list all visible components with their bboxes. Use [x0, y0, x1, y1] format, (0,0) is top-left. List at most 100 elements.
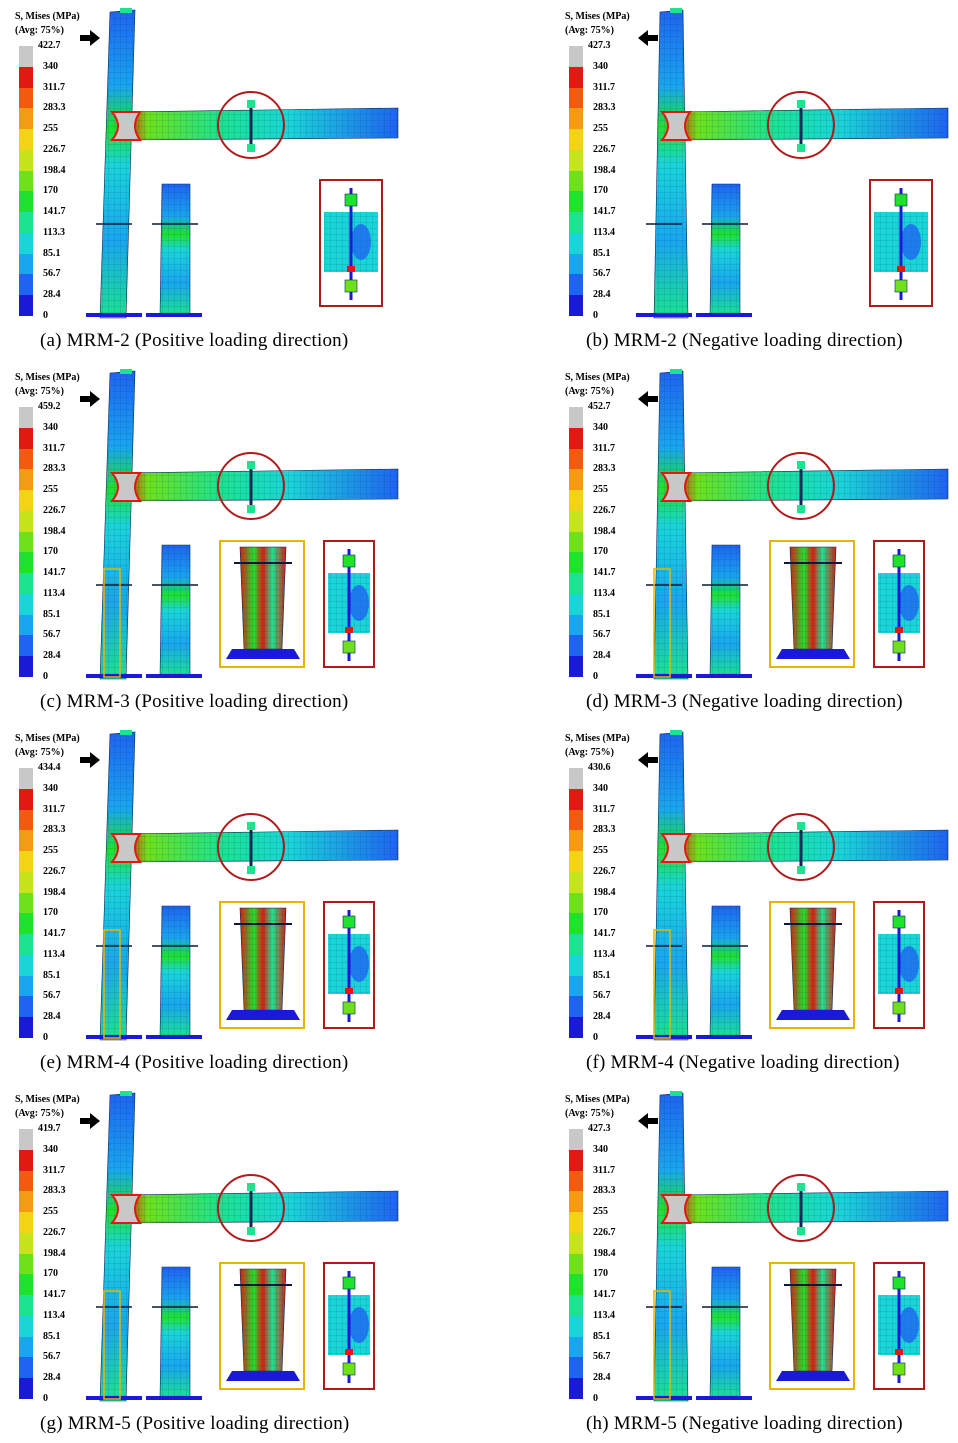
legend-tick-label: 226.7 — [43, 504, 66, 516]
legend-tick-label: 28.4 — [43, 1372, 61, 1384]
legend-tick-label: 170 — [593, 907, 608, 919]
base-plate — [636, 1396, 692, 1400]
legend-color-swatch — [19, 66, 33, 89]
legend-tick-label: 283.3 — [43, 1185, 66, 1197]
legend-tick-label: 0 — [43, 671, 48, 682]
legend-color-swatch — [19, 1129, 33, 1151]
legend-color-swatch — [19, 149, 33, 172]
legend-title: S, Mises (MPa) (Avg: 75%) — [15, 732, 80, 760]
legend-tick-label: 226.7 — [593, 865, 616, 877]
legend-tick-label: 226.7 — [43, 865, 66, 877]
panel-zone-hotspot — [109, 111, 142, 141]
legend-color-swatch — [569, 788, 583, 811]
legend-tick-label: 28.4 — [43, 1011, 61, 1023]
legend-color-swatch — [19, 490, 33, 512]
panel-caption: (c) MRM-3 (Positive loading direction) — [40, 691, 349, 712]
legend-title-line1: S, Mises (MPa) — [565, 372, 630, 383]
legend-tick-label: 226.7 — [593, 143, 616, 155]
legend-color-swatch — [19, 1378, 33, 1400]
legend-tick-label: 340 — [593, 1143, 608, 1155]
fe-model-contour — [636, 1091, 949, 1402]
base-plate — [86, 1035, 142, 1039]
legend-tick-label: 340 — [43, 421, 58, 433]
legend-tick-label: 170 — [593, 546, 608, 558]
legend-color-swatch — [19, 1017, 33, 1039]
legend-color-swatch — [569, 1129, 583, 1151]
legend-color-swatch — [19, 1315, 33, 1338]
panel-3: S, Mises (MPa) (Avg: 75%) 459.2 340 311.7 283… — [0, 361, 479, 721]
base-plate — [636, 313, 692, 317]
connection-highlight-circle — [767, 1174, 835, 1242]
legend-tick-label: 0 — [593, 1393, 598, 1404]
legend-color-swatch — [19, 295, 33, 317]
legend-tick-label: 0 — [43, 1032, 48, 1043]
legend-tick-label: 141.7 — [593, 1289, 616, 1301]
legend-color-bar — [569, 407, 583, 678]
legend-tick-label: 56.7 — [593, 990, 611, 1002]
legend-color-swatch — [19, 975, 33, 997]
legend-title-line1: S, Mises (MPa) — [565, 11, 630, 22]
legend-color-swatch — [569, 191, 583, 213]
arrow-right-icon — [80, 1113, 100, 1129]
legend-color-swatch — [19, 232, 33, 255]
legend-color-swatch — [19, 129, 33, 151]
legend-color-swatch — [569, 614, 583, 636]
legend-tick-label: 113.4 — [43, 1309, 65, 1321]
legend-max-value: 430.6 — [588, 762, 611, 773]
legend-max-value: 452.7 — [588, 401, 611, 412]
legend-tick-label: 283.3 — [593, 463, 616, 475]
legend-tick-label: 85.1 — [593, 1330, 611, 1342]
panel-1: S, Mises (MPa) (Avg: 75%) 422.7 340 311.7 283… — [0, 0, 479, 360]
legend-color-swatch — [19, 768, 33, 790]
legend-tick-label: 283.3 — [593, 102, 616, 114]
legend-color-swatch — [19, 593, 33, 616]
legend-color-swatch — [569, 510, 583, 533]
legend-color-swatch — [569, 954, 583, 977]
legend-tick-label: 311.7 — [593, 803, 615, 815]
fe-model-contour — [80, 1091, 399, 1402]
legend-tick-label: 198.4 — [593, 1247, 616, 1259]
legend-color-swatch — [569, 934, 583, 956]
legend-color-swatch — [569, 1274, 583, 1296]
legend-color-swatch — [569, 1017, 583, 1039]
panel-zone-hotspot — [109, 833, 142, 863]
legend-tick-label: 56.7 — [43, 1351, 61, 1363]
legend-color-swatch — [19, 871, 33, 894]
legend-color-bar — [569, 46, 583, 317]
legend-tick-label: 141.7 — [43, 567, 66, 579]
legend-tick-label: 28.4 — [593, 1372, 611, 1384]
panel-caption: (g) MRM-5 (Positive loading direction) — [40, 1413, 350, 1434]
legend-color-swatch — [19, 809, 33, 831]
legend-color-swatch — [569, 552, 583, 574]
legend-color-swatch — [569, 274, 583, 296]
legend-color-bar — [569, 1129, 583, 1400]
legend-color-swatch — [569, 129, 583, 151]
base-plate — [86, 674, 142, 678]
legend-color-swatch — [569, 830, 583, 852]
legend-color-bar — [19, 768, 33, 1039]
panel-2: S, Mises (MPa) (Avg: 75%) 427.3 340 311.7 283… — [550, 0, 958, 360]
arrow-right-icon — [80, 391, 100, 407]
legend-color-swatch — [19, 573, 33, 595]
legend-color-swatch — [19, 552, 33, 574]
legend-tick-label: 226.7 — [593, 504, 616, 516]
legend-tick-label: 340 — [43, 1143, 58, 1155]
zoom-region-box — [103, 568, 121, 678]
panel-8: S, Mises (MPa) (Avg: 75%) 427.3 340 311.7 283… — [550, 1083, 958, 1443]
arrow-right-icon — [80, 752, 100, 768]
legend-max-value: 459.2 — [38, 401, 61, 412]
legend-tick-label: 56.7 — [43, 268, 61, 280]
connection-highlight-circle — [217, 91, 285, 159]
legend-title-line1: S, Mises (MPa) — [15, 1094, 80, 1105]
fe-model-contour — [80, 369, 399, 680]
legend-color-swatch — [19, 1336, 33, 1358]
legend-tick-label: 311.7 — [43, 81, 65, 93]
legend-title-line2: (Avg: 75%) — [15, 25, 64, 36]
legend-tick-label: 198.4 — [43, 886, 66, 898]
panel-zone-hotspot — [659, 111, 692, 141]
legend-color-swatch — [569, 1336, 583, 1358]
legend-tick-label: 113.4 — [593, 948, 615, 960]
legend-tick-label: 311.7 — [593, 81, 615, 93]
legend-tick-label: 226.7 — [593, 1226, 616, 1238]
panel-6: S, Mises (MPa) (Avg: 75%) 430.6 340 311.7 283… — [550, 722, 958, 1082]
